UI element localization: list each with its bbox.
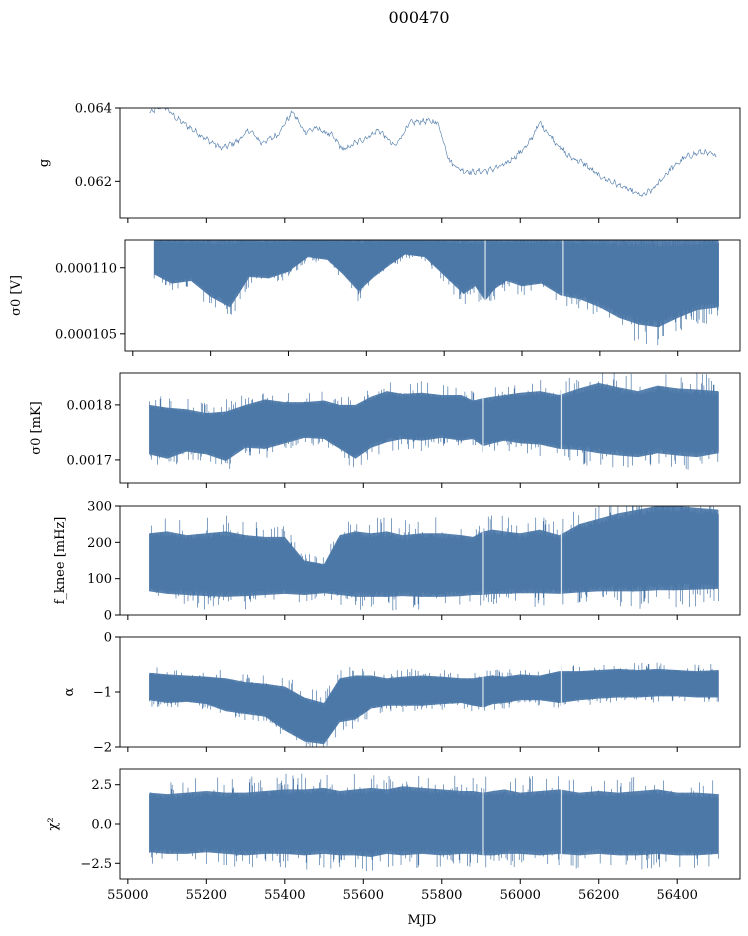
panel-g: 0.062 0.064 g (37, 102, 741, 223)
plot-area-fknee (149, 506, 719, 615)
y-axis-label-sigma0_mk: σ0 [mK] (29, 401, 44, 454)
x-axis-label: MJD (408, 913, 437, 928)
y-tick-label: 100 (87, 572, 112, 587)
panel-fknee: 0 100 200 300 f_knee [mHz] (53, 500, 741, 624)
panel-chi2: −2.5 0.0 2.5 55000 55200 55400 55600 55800 56000… (46, 768, 741, 903)
series-noise-sigma0_mk (149, 373, 719, 470)
axes-frame-sigma0_mk (119, 372, 741, 484)
x-tick-label: 56200 (578, 888, 619, 903)
plot-area-g (149, 108, 717, 198)
figure-title: 000470 (388, 8, 449, 27)
y-tick-label: 0.000110 (55, 261, 117, 276)
y-tick-label: 2.5 (91, 778, 112, 793)
y-tick-label: −2 (93, 741, 112, 756)
y-tick-label: −1 (93, 686, 112, 701)
series-line-g (149, 108, 717, 198)
y-tick-label: −2.5 (80, 857, 112, 872)
x-tick-label: 55200 (186, 888, 227, 903)
plot-area-chi2 (149, 769, 719, 879)
y-axis-label-chi2: χ² (46, 817, 61, 830)
y-tick-label: 0.062 (75, 175, 112, 190)
panel-alpha: −2 −1 0 α (62, 631, 741, 756)
plot-area-alpha (149, 637, 719, 747)
series-noise-chi2 (149, 773, 719, 871)
y-axis-label-g: g (37, 159, 52, 167)
y-axis-label-sigma0_v: σ0 [V] (9, 275, 24, 316)
y-tick-label: 200 (87, 536, 112, 551)
axes-frame-fknee (119, 505, 741, 616)
series-noise-alpha (149, 662, 719, 747)
x-tick-label: 56400 (657, 888, 698, 903)
x-tick-label: 55800 (421, 888, 462, 903)
y-tick-label: 300 (87, 500, 112, 515)
plot-area-sigma0_mk (149, 373, 719, 483)
plot-area-sigma0_v (153, 240, 719, 351)
panel-sigma0_v: 0.000105 0.000110 σ0 [V] (9, 239, 741, 356)
axes-frame-sigma0_v (124, 239, 741, 352)
y-tick-label: 0.064 (75, 102, 112, 117)
y-tick-label: 0.0018 (67, 398, 113, 413)
series-noise-fknee (149, 506, 719, 611)
y-tick-label: 0.000105 (55, 327, 117, 342)
x-tick-label: 56000 (500, 888, 541, 903)
y-tick-label: 0 (104, 631, 112, 646)
y-axis-label-alpha: α (62, 687, 77, 696)
y-axis-label-fknee: f_knee [mHz] (53, 517, 68, 605)
x-tick-label: 55400 (264, 888, 305, 903)
panel-sigma0_mk: 0.0017 0.0018 σ0 [mK] (29, 372, 741, 488)
y-tick-label: 0.0 (91, 818, 112, 833)
y-tick-label: 0 (104, 609, 112, 624)
x-tick-label: 55600 (343, 888, 384, 903)
axes-frame-g (119, 107, 741, 219)
series-noise-sigma0_v (153, 240, 719, 346)
y-tick-label: 0.0017 (67, 453, 113, 468)
x-tick-label: 55000 (107, 888, 148, 903)
